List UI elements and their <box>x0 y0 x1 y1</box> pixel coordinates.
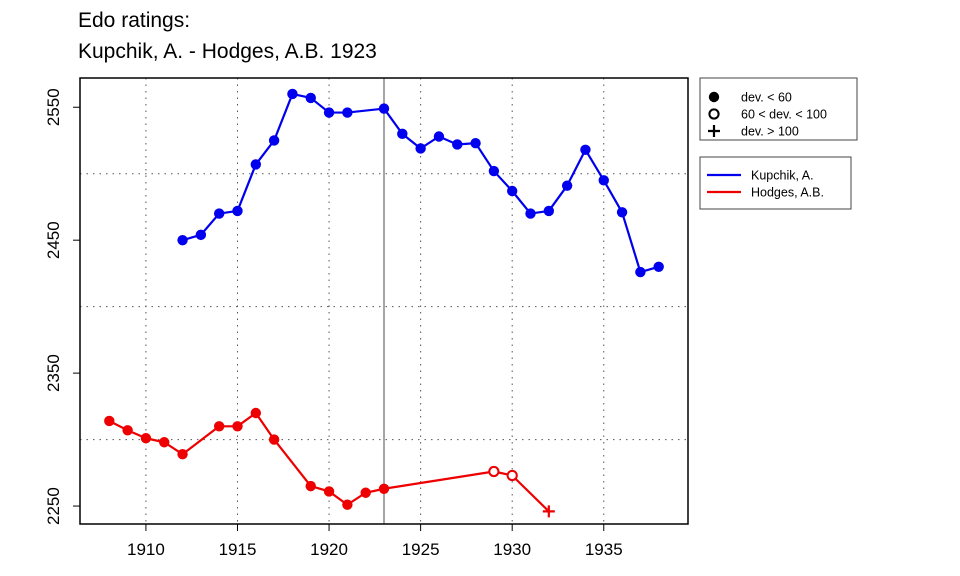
series-0-point-1928 <box>470 137 481 149</box>
y-tick-label-2250: 2250 <box>44 487 63 525</box>
marker-legend-label-0: dev. < 60 <box>741 91 792 105</box>
series-legend-label-1: Hodges, A.B. <box>751 186 824 200</box>
marker-legend-symbol-2 <box>708 125 720 137</box>
x-axis: 1910 1915 1920 1925 1930 1935 <box>127 524 623 559</box>
series-group <box>104 88 664 518</box>
marker-legend-box <box>699 77 858 141</box>
series-1-point-1932 <box>542 505 555 518</box>
series-1-point-1917 <box>268 434 280 445</box>
series-0-point-1913 <box>195 229 207 241</box>
series-0-point-1933 <box>561 180 573 191</box>
marker-legend-label-2: dev. > 100 <box>741 125 799 139</box>
series-0-point-1917 <box>268 135 280 146</box>
grid-lines <box>80 78 688 524</box>
series-0-point-1927 <box>452 139 463 150</box>
x-tick-label-1925: 1925 <box>402 540 440 559</box>
series-1-point-1914 <box>213 421 225 432</box>
series-0-point-1925 <box>415 143 426 154</box>
chart-title-line-1: Edo ratings: <box>78 9 191 32</box>
series-1-point-1908 <box>104 415 115 427</box>
series-0-point-1926 <box>433 131 445 142</box>
series-0-point-1916 <box>250 159 262 170</box>
series-0-point-1919 <box>305 92 316 104</box>
series-0-point-1929 <box>488 165 500 177</box>
series-0-point-1934 <box>580 144 591 155</box>
x-tick-label-1915: 1915 <box>219 540 257 559</box>
y-tick-label-2450: 2450 <box>44 221 63 259</box>
marker-legend: dev. < 60 60 < dev. < 100 dev. > 100 <box>699 77 858 141</box>
x-tick-label-1920: 1920 <box>310 540 348 559</box>
series-0-point-1937 <box>635 266 646 278</box>
series-0-point-1921 <box>342 107 353 118</box>
series-1-point-1916 <box>250 407 262 419</box>
y-tick-label-2350: 2350 <box>44 354 63 392</box>
x-tick-label-1910: 1910 <box>127 540 165 559</box>
series-1-point-1929 <box>488 465 500 478</box>
series-legend-label-0: Kupchik, A. <box>751 169 814 183</box>
series-1-point-1920 <box>323 486 335 497</box>
marker-legend-label-1: 60 < dev. < 100 <box>741 108 827 122</box>
series-0-point-1914 <box>213 208 225 219</box>
series-1-point-1923 <box>378 483 390 494</box>
y-axis: 2250 2350 2450 2550 <box>44 88 80 525</box>
series-1-point-1919 <box>305 480 316 492</box>
x-tick-label-1930: 1930 <box>493 540 531 559</box>
series-0-point-1924 <box>397 128 408 140</box>
series-1-point-1921 <box>342 499 353 510</box>
series-0-point-1915 <box>232 205 243 217</box>
series-0-point-1938 <box>653 261 664 272</box>
series-0-point-1912 <box>177 234 188 246</box>
series-1-point-1915 <box>232 421 243 432</box>
series-0-point-1920 <box>323 107 335 118</box>
chart-title-line-2: Kupchik, A. - Hodges, A.B. 1923 <box>78 40 377 63</box>
series-1-point-1911 <box>159 437 170 448</box>
x-tick-label-1935: 1935 <box>585 540 623 559</box>
series-0-point-1935 <box>598 175 609 186</box>
series-legend: Kupchik, A. Hodges, A.B. <box>699 156 852 210</box>
series-1-point-1930 <box>506 469 518 482</box>
series-1-point-1909 <box>122 425 133 436</box>
marker-legend-symbol-0 <box>708 91 720 103</box>
series-1-point-1922 <box>360 487 371 498</box>
series-0-point-1918 <box>287 88 298 100</box>
series-0-point-1930 <box>506 185 518 197</box>
series-0-point-1936 <box>616 207 628 218</box>
series-legend-box <box>699 156 852 210</box>
series-1-point-1910 <box>140 433 152 444</box>
y-tick-label-2550: 2550 <box>44 88 63 126</box>
series-0-point-1931 <box>525 208 536 219</box>
marker-legend-symbol-1 <box>708 108 720 120</box>
series-0-point-1932 <box>543 205 555 217</box>
series-0-point-1923 <box>378 103 390 114</box>
series-1-point-1912 <box>177 449 188 460</box>
plot-frame <box>79 77 689 525</box>
